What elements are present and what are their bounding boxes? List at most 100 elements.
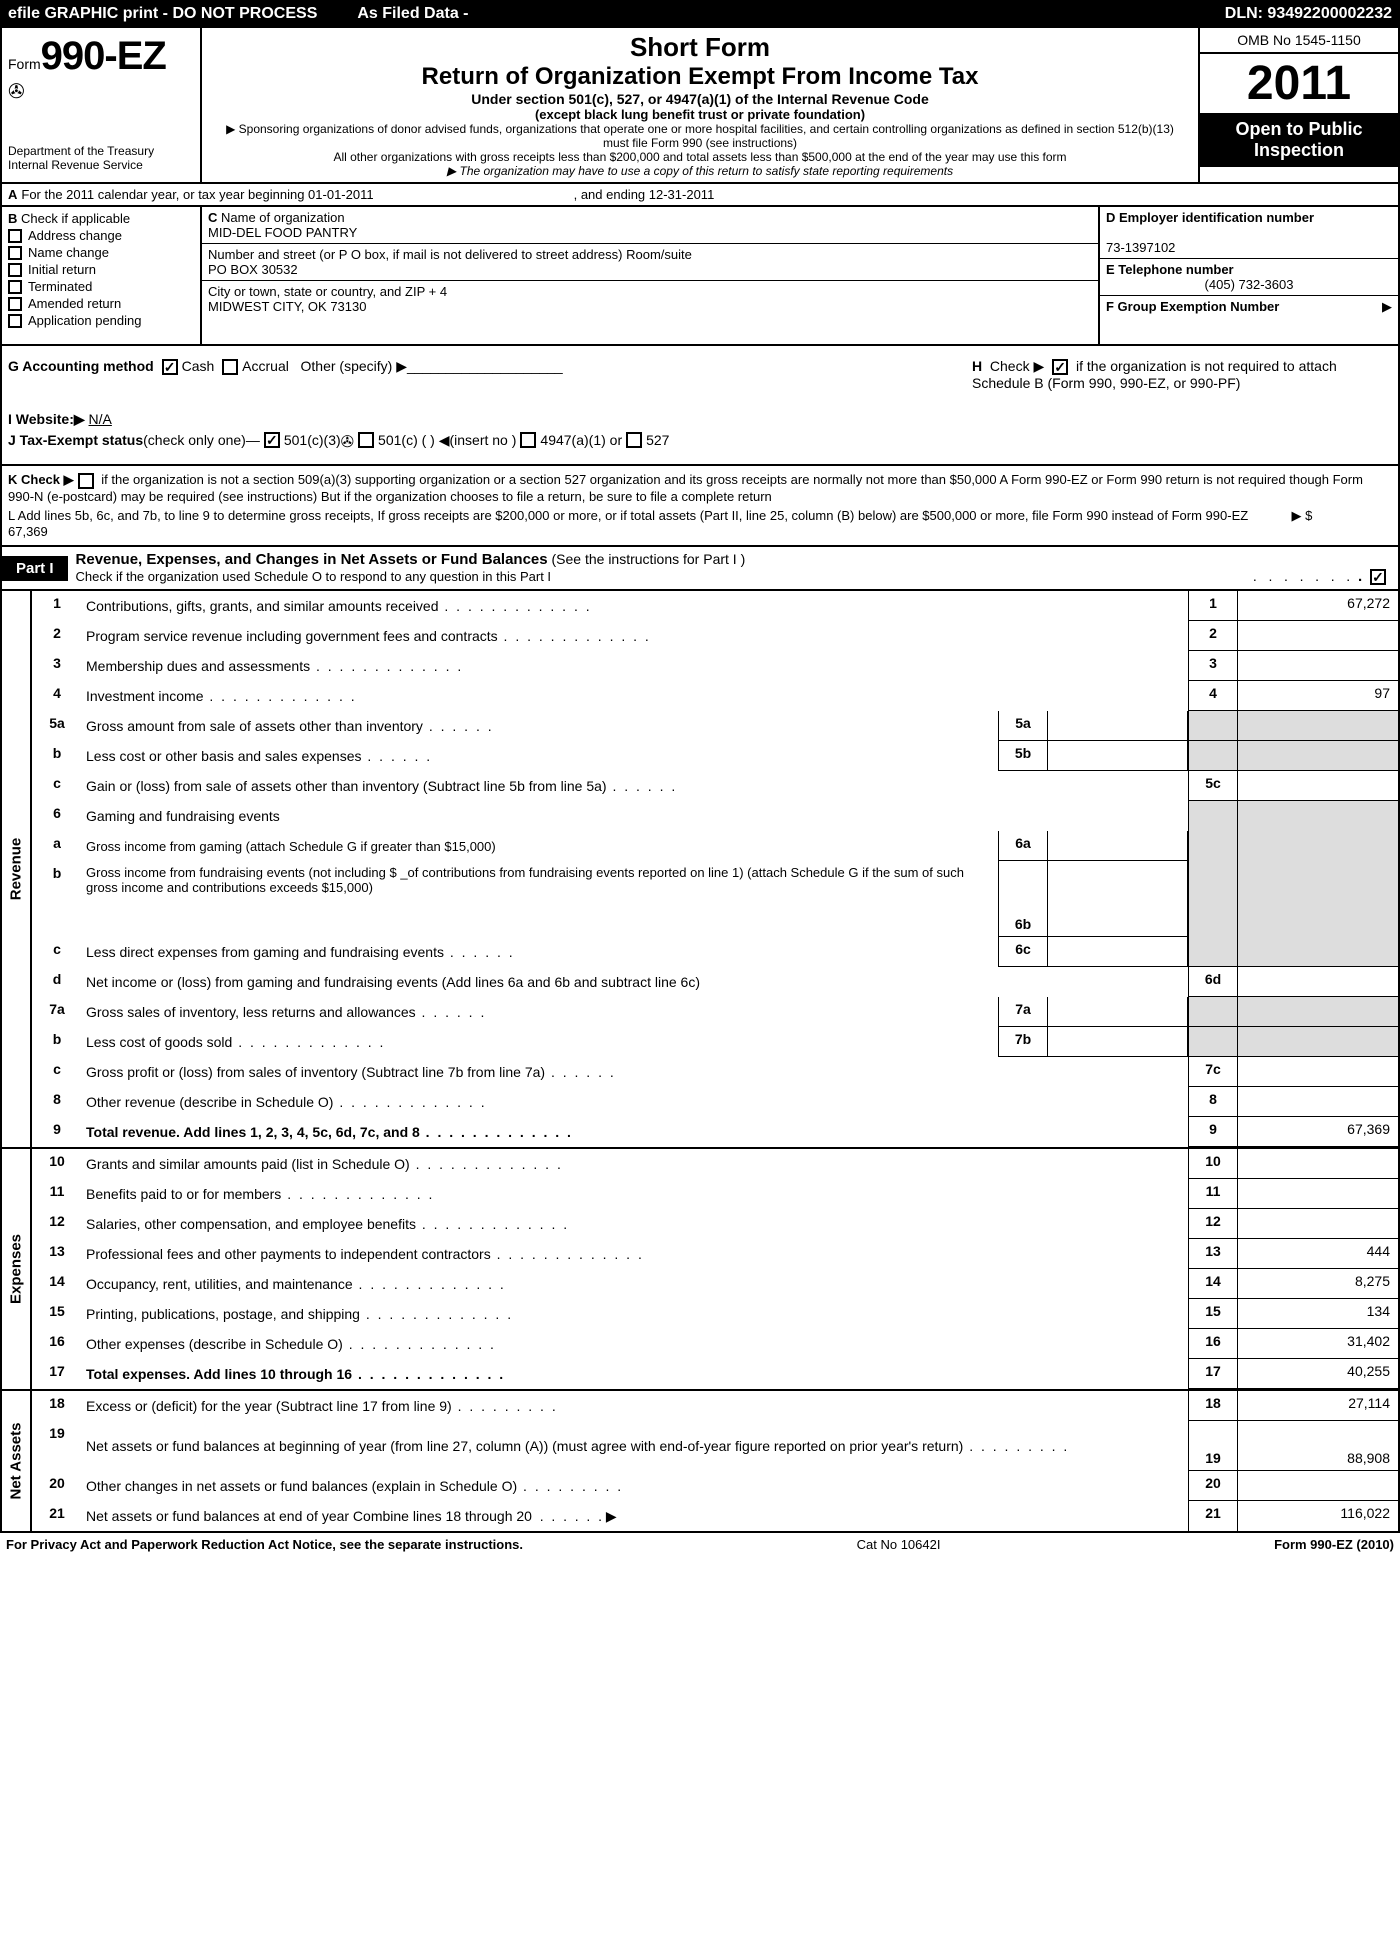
c-label: C [208,210,217,225]
asfiled-label: As Filed Data - [357,5,468,23]
l18-desc: Excess or (deficit) for the year (Subtra… [86,1398,558,1414]
l13-desc: Professional fees and other payments to … [86,1246,644,1262]
org-address: PO BOX 30532 [208,262,298,277]
l15-val: 134 [1238,1299,1398,1329]
cb-k[interactable] [78,473,94,489]
cb-name-change[interactable]: Name change [8,245,194,260]
b-label: B [8,211,17,226]
l12-desc: Salaries, other compensation, and employ… [86,1216,569,1232]
short-form-title: Short Form [212,32,1188,63]
cb-501c[interactable] [358,432,374,448]
l12-val [1238,1209,1398,1239]
k-label: K Check ▶ [8,472,74,487]
section-ghij: G Accounting method ✓Cash Accrual Other … [0,346,1400,466]
row-a-label: A [8,187,17,202]
under-section: Under section 501(c), 527, or 4947(a)(1)… [212,91,1188,107]
l17-val: 40,255 [1238,1359,1398,1389]
cb-initial-return[interactable]: Initial return [8,262,194,277]
l6b-desc: Gross income from fundraising events (no… [86,865,994,895]
l13-val: 444 [1238,1239,1398,1269]
j-label: J Tax-Exempt status [8,432,143,448]
cat-no: Cat No 10642I [523,1537,1274,1552]
l3-val [1238,651,1398,681]
l7c-val [1238,1057,1398,1087]
l-arrow: ▶ $ [1292,508,1313,523]
l14-val: 8,275 [1238,1269,1398,1299]
tax-year: 2011 [1200,54,1398,113]
cb-501c3[interactable]: ✓ [264,432,280,448]
row-a-text: For the 2011 calendar year, or tax year … [21,187,373,202]
l6a-desc: Gross income from gaming (attach Schedul… [86,839,496,854]
footer: For Privacy Act and Paperwork Reduction … [0,1533,1400,1556]
section-kl: K Check ▶ if the organization is not a s… [0,466,1400,547]
top-bar: efile GRAPHIC print - DO NOT PROCESS As … [0,0,1400,28]
l5c-val [1238,771,1398,801]
l7c-desc: Gross profit or (loss) from sales of inv… [86,1064,616,1080]
l4-desc: Investment income [86,688,357,704]
j-text: (check only one)— [143,432,260,448]
sponsor-3: ▶ The organization may have to use a cop… [212,164,1188,178]
l17-desc: Total expenses. Add lines 10 through 16 [86,1366,505,1382]
e-label: E Telephone number [1106,262,1234,277]
part1-check-line: Check if the organization used Schedule … [76,569,552,584]
netassets-block: Net Assets 18Excess or (deficit) for the… [0,1391,1400,1533]
cb-address-change[interactable]: Address change [8,228,194,243]
cb-amended[interactable]: Amended return [8,296,194,311]
part1-header: Part I Revenue, Expenses, and Changes in… [0,547,1400,591]
l7b-desc: Less cost of goods sold [86,1034,385,1050]
form-ref: Form 990-EZ (2010) [1274,1537,1394,1552]
cb-527[interactable] [626,432,642,448]
phone: (405) 732-3603 [1106,277,1392,292]
cb-accrual[interactable] [222,359,238,375]
form-number: 990-EZ [41,34,166,78]
i-label: I Website:▶ [8,411,85,428]
section-bcdef: B Check if applicable Address change Nam… [0,207,1400,346]
col-b: B Check if applicable Address change Nam… [2,207,202,344]
l16-val: 31,402 [1238,1329,1398,1359]
header-right: OMB No 1545-1150 2011 Open to Public Ins… [1198,28,1398,182]
l20-desc: Other changes in net assets or fund bala… [86,1478,623,1494]
h-check: Check ▶ [990,358,1044,374]
side-netassets: Net Assets [2,1391,32,1531]
org-city: MIDWEST CITY, OK 73130 [208,299,366,314]
c-addr-label: Number and street (or P O box, if mail i… [208,247,692,262]
l-text: L Add lines 5b, 6c, and 7b, to line 9 to… [8,508,1248,523]
open-label: Open to Public [1206,119,1392,140]
cb-cash[interactable]: ✓ [162,359,178,375]
website: N/A [89,411,112,427]
sponsor-1: ▶ Sponsoring organizations of donor advi… [212,122,1188,150]
l9-desc: Total revenue. Add lines 1, 2, 3, 4, 5c,… [86,1124,573,1140]
l2-val [1238,621,1398,651]
privacy-notice: For Privacy Act and Paperwork Reduction … [6,1537,523,1552]
g-label: G Accounting method [8,358,154,374]
f-label: F Group Exemption Number [1106,299,1382,315]
l6d-desc: Net income or (loss) from gaming and fun… [86,974,700,990]
l6d-val [1238,967,1398,997]
l5c-desc: Gain or (loss) from sale of assets other… [86,778,677,794]
cb-application-pending[interactable]: Application pending [8,313,194,328]
g-other: Other (specify) ▶ [301,358,407,374]
side-expenses: Expenses [2,1149,32,1389]
l19-desc: Net assets or fund balances at beginning… [86,1438,1069,1454]
l-val: 67,369 [8,524,48,539]
side-revenue: Revenue [2,591,32,1147]
l15-desc: Printing, publications, postage, and shi… [86,1306,513,1322]
l21-desc: Net assets or fund balances at end of ye… [86,1508,532,1524]
row-a: A For the 2011 calendar year, or tax yea… [0,184,1400,207]
l1-val: 67,272 [1238,591,1398,621]
l6c-desc: Less direct expenses from gaming and fun… [86,944,515,960]
revenue-block: Revenue 1Contributions, gifts, grants, a… [0,591,1400,1149]
l11-desc: Benefits paid to or for members [86,1186,434,1202]
except-text: (except black lung benefit trust or priv… [212,107,1188,122]
col-d: D Employer identification number 73-1397… [1098,207,1398,344]
col-c: C Name of organization MID-DEL FOOD PANT… [202,207,1098,344]
cb-4947[interactable] [520,432,536,448]
dept-label: Department of the Treasury [8,144,194,158]
cb-terminated[interactable]: Terminated [8,279,194,294]
org-name: MID-DEL FOOD PANTRY [208,225,357,240]
omb-number: OMB No 1545-1150 [1200,28,1398,54]
part1-label: Part I [2,556,68,581]
l4-val: 97 [1238,681,1398,711]
cb-part1-scho[interactable]: ✓ [1370,569,1386,585]
cb-h[interactable]: ✓ [1052,359,1068,375]
